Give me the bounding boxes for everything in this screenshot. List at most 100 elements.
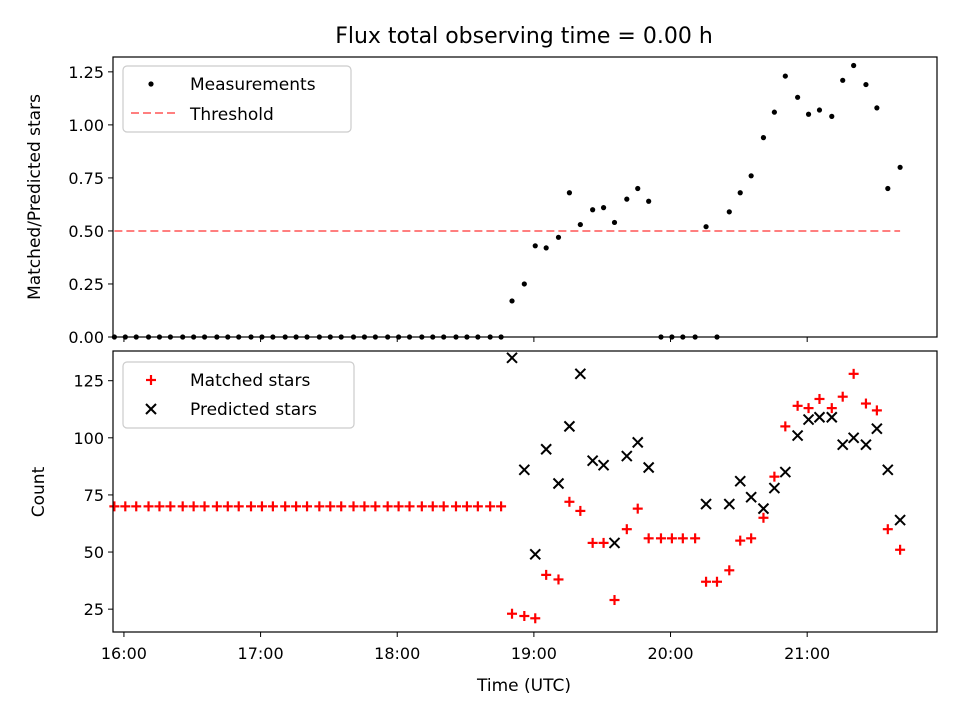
matched-star-point xyxy=(438,501,449,512)
matched-star-point xyxy=(575,505,586,516)
legend-matched-marker xyxy=(146,375,156,385)
matched-star-point xyxy=(690,533,701,544)
matched-star-point xyxy=(758,512,769,523)
predicted-star-point xyxy=(871,422,883,435)
predicted-star-point xyxy=(813,411,826,423)
matched-star-point xyxy=(450,501,461,512)
predicted-star-point xyxy=(768,482,781,494)
x-axis-label: Time (UTC) xyxy=(476,676,571,696)
matched-star-point xyxy=(120,501,131,512)
matched-star-point xyxy=(485,501,496,512)
measurement-point xyxy=(840,77,846,83)
legend-predicted-label: Predicted stars xyxy=(190,400,317,420)
x-tick-label: 18:00 xyxy=(374,644,420,663)
predicted-star-point xyxy=(723,498,735,510)
x-tick-label: 21:00 xyxy=(784,644,830,663)
matched-star-point xyxy=(598,537,609,548)
x-tick-label: 17:00 xyxy=(238,644,284,663)
measurement-point xyxy=(760,135,767,141)
predicted-star-point xyxy=(745,491,757,503)
predicted-star-point xyxy=(642,461,655,474)
measurement-point xyxy=(543,245,549,251)
top-y-tick-label: 0.75 xyxy=(68,169,104,188)
measurement-point xyxy=(703,224,709,230)
predicted-star-point xyxy=(574,368,587,380)
top-y-tick-label: 1.25 xyxy=(68,63,104,82)
matched-star-point xyxy=(871,405,882,416)
matched-star-point xyxy=(302,501,313,512)
matched-star-point xyxy=(472,501,483,512)
matched-star-point xyxy=(530,613,541,624)
matched-star-point xyxy=(724,565,735,576)
predicted-star-point xyxy=(597,459,610,471)
legend-predicted-marker xyxy=(145,403,157,415)
matched-star-point xyxy=(256,501,267,512)
predicted-star-point xyxy=(700,498,712,510)
matched-star-point xyxy=(199,501,210,512)
matched-star-point xyxy=(336,501,347,512)
matched-star-point xyxy=(519,611,530,622)
panel-top: 0.00 0.25 0.50 0.75 1.00 1.25 Matched/Predict… xyxy=(25,56,938,347)
measurement-point xyxy=(646,198,652,204)
matched-star-point xyxy=(325,501,336,512)
matched-star-point xyxy=(507,608,518,619)
matched-star-point xyxy=(895,544,906,555)
measurement-point xyxy=(555,234,562,240)
matched-star-point xyxy=(359,501,370,512)
top-y-ticks: 0.00 0.25 0.50 0.75 1.00 1.25 xyxy=(68,63,113,347)
predicted-star-point xyxy=(518,464,531,476)
matched-star-point xyxy=(848,368,859,379)
measurement-point xyxy=(635,185,641,192)
panel-bottom: 25 50 75 100 125 16:00 17:00 18:00 19:00 20:00 21… xyxy=(29,350,938,696)
matched-star-point xyxy=(780,421,791,432)
matched-star-point xyxy=(404,501,415,512)
matched-star-point xyxy=(154,501,165,512)
predicted-star-point xyxy=(552,477,565,490)
matched-star-point xyxy=(826,403,837,414)
predicted-star-point xyxy=(529,548,541,561)
measurement-point xyxy=(851,62,857,69)
top-axes-frame xyxy=(112,56,938,338)
matched-star-point xyxy=(291,501,302,512)
matched-star-point xyxy=(382,501,393,512)
legend-measurements-marker xyxy=(148,81,154,87)
matched-star-point xyxy=(211,501,222,512)
measurement-point xyxy=(863,81,869,88)
predicted-star-point xyxy=(826,411,838,423)
legend-matched-label: Matched stars xyxy=(190,371,310,391)
measurement-point xyxy=(509,298,515,304)
matched-star-point xyxy=(246,501,257,512)
predicted-star-point xyxy=(608,537,621,549)
measurement-point xyxy=(874,105,880,111)
predicted-star-point xyxy=(621,450,633,462)
bottom-y-tick-label: 25 xyxy=(84,600,104,619)
matched-star-point xyxy=(348,501,359,512)
measurement-point xyxy=(726,209,732,215)
bottom-x-ticks: 16:00 17:00 18:00 19:00 20:00 21:00 xyxy=(101,632,830,663)
measurement-point xyxy=(590,207,596,213)
measurement-point xyxy=(771,109,777,115)
matched-star-point xyxy=(666,533,677,544)
legend-measurements-label: Measurements xyxy=(190,75,316,95)
matched-star-point xyxy=(461,501,472,512)
measurement-point xyxy=(577,221,583,228)
bottom-plot-area xyxy=(109,352,906,624)
measurement-point xyxy=(737,190,743,196)
predicted-star-point xyxy=(882,464,894,476)
matched-star-point xyxy=(621,524,632,535)
matched-star-point xyxy=(746,533,757,544)
measurement-point xyxy=(829,113,835,119)
chart-title: Flux total observing time = 0.00 h xyxy=(335,24,713,49)
matched-star-point xyxy=(677,533,688,544)
matched-star-point xyxy=(541,569,552,580)
matched-star-point xyxy=(882,524,893,535)
measurement-point xyxy=(748,173,754,179)
matched-star-point xyxy=(587,537,598,548)
measurement-point xyxy=(624,196,630,202)
matched-star-point xyxy=(280,501,291,512)
measurement-point xyxy=(611,219,618,226)
measurement-point xyxy=(805,111,812,117)
matched-star-point xyxy=(222,501,233,512)
x-tick-label: 20:00 xyxy=(647,644,693,663)
